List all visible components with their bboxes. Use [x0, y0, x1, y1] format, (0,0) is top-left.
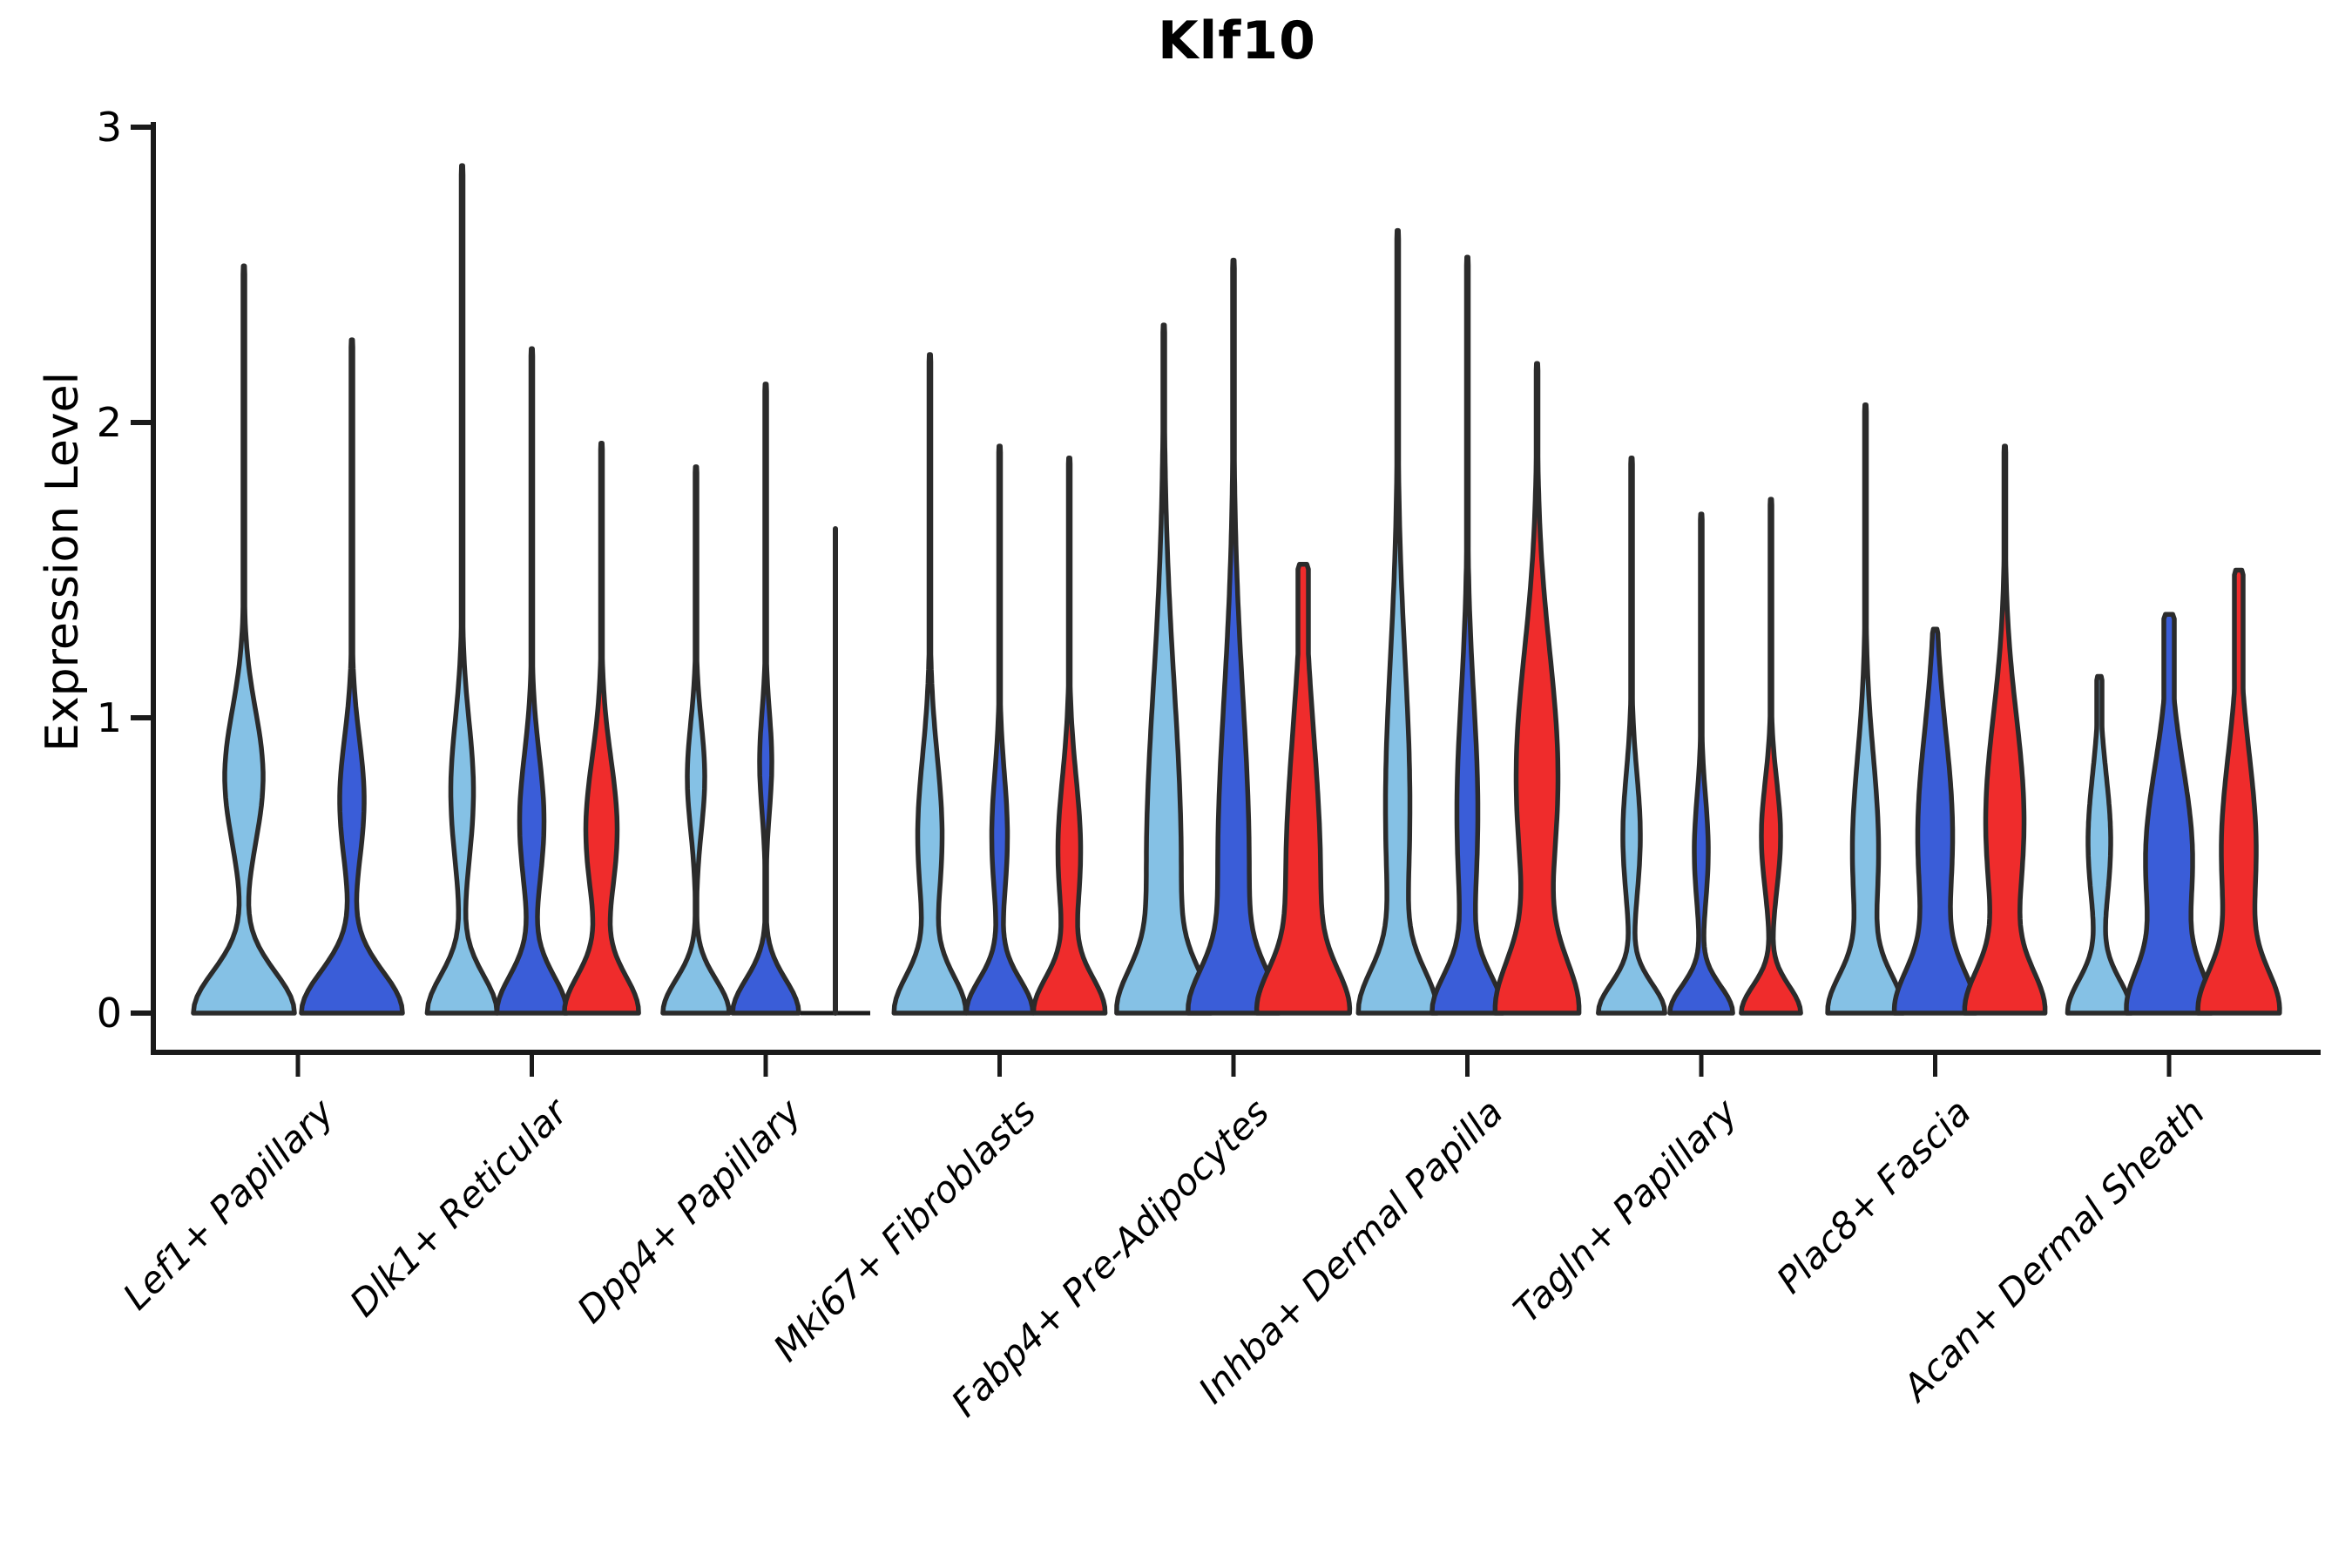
y-tick-label-2: 2 — [96, 399, 122, 446]
violin-5-dark_blue — [1429, 254, 1505, 1016]
violin-3-dark_blue — [963, 443, 1036, 1016]
violin-4-light_blue — [1114, 322, 1213, 1016]
violin-1-dark_blue — [494, 346, 570, 1016]
violin-7-red — [1962, 443, 2048, 1016]
violin-1-light_blue — [424, 163, 500, 1016]
violin-0-light_blue — [191, 263, 297, 1016]
violin-1-red — [562, 440, 641, 1016]
violin-2-dark_blue — [730, 382, 801, 1016]
violin-6-dark_blue — [1667, 511, 1735, 1016]
violin-8-red — [2195, 567, 2282, 1016]
violin-6-red — [1739, 497, 1803, 1016]
y-tick-label-3: 3 — [96, 104, 122, 151]
violin-4-dark_blue — [1186, 257, 1281, 1016]
violin-8-dark_blue — [2124, 612, 2214, 1016]
violin-4-red — [1254, 561, 1353, 1016]
violin-5-light_blue — [1355, 227, 1440, 1016]
violin-3-red — [1031, 455, 1108, 1016]
violin-5-red — [1492, 361, 1582, 1016]
violin-8-light_blue — [2065, 673, 2134, 1016]
violin-6-light_blue — [1596, 455, 1667, 1016]
violin-7-light_blue — [1825, 402, 1906, 1016]
violin-0-dark_blue — [299, 337, 405, 1016]
y-tick-label-0: 0 — [96, 990, 122, 1037]
plot-title: Klf10 — [1158, 10, 1316, 71]
violin-2-light_blue — [660, 464, 732, 1016]
violin-3-light_blue — [891, 352, 969, 1016]
y-tick-label-1: 1 — [96, 694, 122, 741]
violin-7-dark_blue — [1891, 626, 1979, 1016]
